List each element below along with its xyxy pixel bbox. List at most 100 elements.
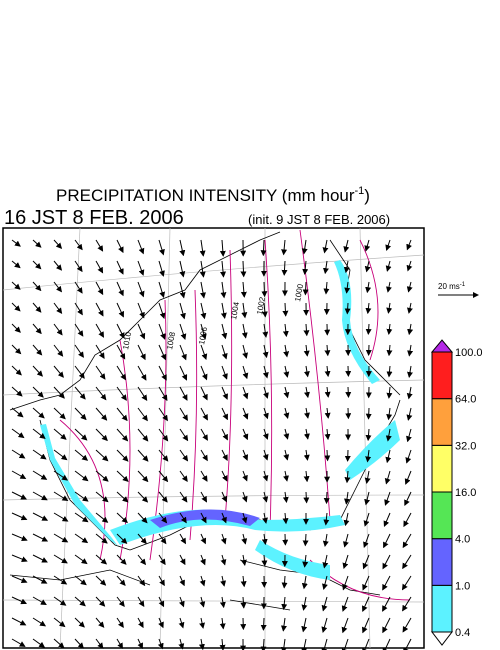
wind-arrow	[74, 239, 83, 251]
wind-arrow	[158, 407, 168, 422]
title: PRECIPITATION INTENSITY (mm hour-1)	[56, 185, 370, 205]
wind-arrow	[95, 323, 104, 338]
wind-arrow	[365, 428, 372, 442]
wind-arrow	[158, 554, 166, 566]
wind-arrow	[116, 533, 128, 544]
wind-arrow	[158, 365, 167, 381]
wind-arrow	[95, 407, 108, 421]
wind-arrow	[11, 365, 22, 376]
wind-arrow	[179, 302, 186, 320]
wind-arrow	[32, 449, 47, 460]
wind-arrow	[406, 428, 412, 443]
wind-arrow	[116, 512, 128, 524]
wind-arrow	[406, 239, 412, 251]
wind-arrow	[282, 491, 289, 503]
wind-scale: 20 ms-1	[438, 282, 479, 298]
wind-arrow	[404, 470, 412, 485]
wind-arrow	[116, 386, 127, 401]
wind-arrow	[262, 428, 269, 440]
wind-arrow	[221, 470, 228, 482]
wind-arrow	[301, 617, 308, 633]
wind-arrow	[302, 260, 309, 275]
wind-arrow	[53, 470, 69, 481]
wind-arrow	[242, 365, 249, 380]
wind-arrow	[365, 407, 372, 420]
wind-arrow	[158, 344, 167, 361]
wind-arrow	[137, 533, 147, 545]
map: 1010 1008 1006 1004 1002 1000	[2, 227, 425, 650]
wind-arrow	[200, 428, 208, 441]
wind-arrow	[221, 491, 228, 503]
wind-arrow	[241, 533, 248, 545]
wind-arrow	[95, 239, 104, 252]
wind-arrow	[262, 365, 269, 379]
wind-arrow	[200, 491, 207, 503]
wind-arrow	[116, 470, 129, 482]
wind-arrow	[157, 638, 164, 650]
wind-arrow	[179, 491, 188, 503]
wind-arrow	[53, 407, 66, 420]
wind-arrow	[344, 281, 351, 294]
wind-arrow	[240, 281, 247, 298]
wind-arrow	[200, 365, 208, 381]
wind-arrow	[341, 596, 349, 612]
wind-arrow	[11, 260, 21, 269]
wind-arrow	[364, 491, 371, 506]
wind-arrow	[406, 281, 413, 293]
wind-arrow	[283, 386, 290, 399]
wind-arrow	[116, 239, 124, 254]
wind-arrow	[179, 596, 185, 608]
wind-arrow	[220, 554, 227, 566]
wind-arrow	[383, 533, 391, 549]
wind-arrow	[242, 470, 248, 482]
wind-arrow	[53, 449, 68, 461]
wind-arrow	[11, 596, 28, 605]
valid-time: 16 JST 8 FEB. 2006	[4, 207, 184, 229]
wind-arrow	[53, 239, 63, 249]
wind-arrow	[402, 596, 412, 612]
wind-arrow	[302, 281, 309, 296]
isobar-label: 1004	[229, 301, 241, 321]
wind-arrow	[95, 638, 104, 649]
wind-arrow	[179, 533, 187, 545]
wind-arrow	[95, 617, 105, 628]
wind-arrow	[32, 386, 44, 398]
wind-arrow	[95, 281, 104, 296]
wind-arrow	[385, 428, 392, 442]
wind-arrow	[53, 596, 67, 606]
wind-arrow	[385, 239, 392, 251]
wind-arrow	[179, 239, 186, 257]
wind-arrow	[137, 407, 148, 422]
wind-arrow	[116, 638, 124, 650]
wind-arrow	[95, 302, 104, 317]
wind-arrow	[95, 512, 109, 523]
wind-arrow	[158, 512, 168, 524]
wind-arrow	[11, 491, 27, 500]
wind-arrow	[95, 533, 108, 544]
wind-arrow	[11, 533, 28, 542]
wind-arrow	[403, 638, 412, 650]
wind-arrow	[199, 617, 205, 629]
wind-arrow	[137, 596, 145, 608]
wind-arrow	[343, 260, 350, 274]
wind-arrow	[362, 617, 370, 634]
wind-arrow	[74, 365, 85, 379]
wind-arrow	[386, 386, 393, 399]
wind-arrow	[200, 470, 208, 482]
colorbar-bin	[431, 538, 453, 586]
wind-arrow	[116, 575, 126, 586]
wind-arrow	[382, 617, 391, 634]
isobar-label: 1000	[293, 283, 305, 303]
wind-arrow	[407, 344, 414, 357]
wind-arrow	[74, 323, 84, 337]
wind-arrow	[116, 617, 124, 629]
wind-arrow	[137, 575, 146, 587]
colorbar-bin	[431, 351, 453, 400]
wind-arrow	[32, 470, 48, 480]
colorbar-label: 32.0	[455, 440, 476, 452]
wind-arrow	[406, 386, 413, 400]
wind-arrow	[304, 386, 310, 399]
wind-arrow	[32, 491, 48, 501]
wind-arrow	[364, 470, 371, 484]
wind-arrow	[242, 449, 249, 461]
